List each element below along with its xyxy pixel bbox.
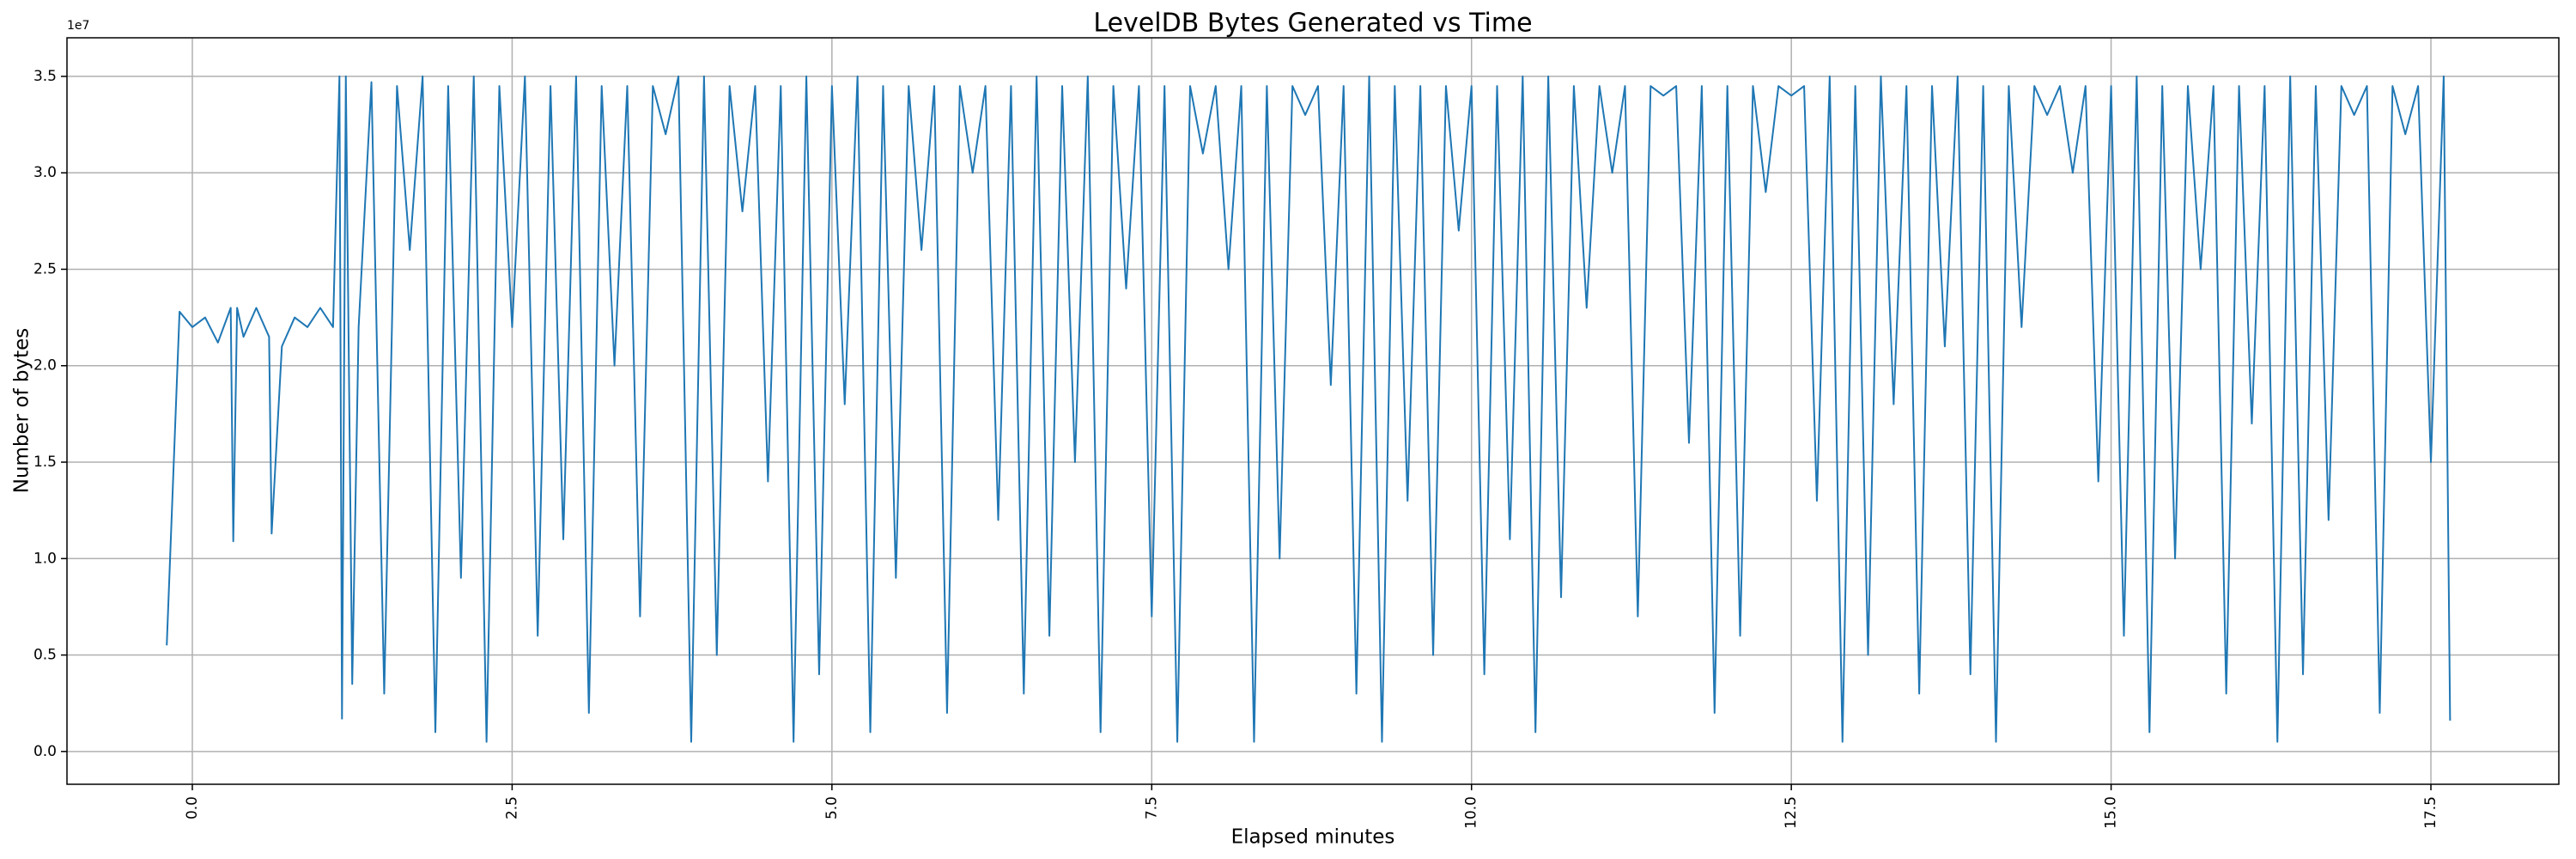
y-tick-label: 2.0 bbox=[33, 357, 57, 375]
chart-title: LevelDB Bytes Generated vs Time bbox=[1093, 9, 1532, 39]
x-tick-label: 10.0 bbox=[1463, 796, 1480, 829]
y-tick-label: 1.5 bbox=[33, 454, 57, 471]
y-tick-label: 3.0 bbox=[33, 164, 57, 181]
y-axis-label: Number of bytes bbox=[11, 328, 33, 494]
y-tick-label: 3.5 bbox=[33, 68, 57, 85]
x-tick-label: 7.5 bbox=[1143, 796, 1160, 819]
plot-frame bbox=[66, 37, 2560, 785]
y-tick-label: 1.0 bbox=[33, 550, 57, 567]
x-tick-label: 5.0 bbox=[823, 796, 841, 819]
data-line bbox=[166, 75, 2451, 743]
x-tick-label: 17.5 bbox=[2422, 796, 2439, 829]
x-tick-label: 12.5 bbox=[1783, 796, 1800, 829]
x-tick-label: 15.0 bbox=[2103, 796, 2120, 829]
y-offset-label: 1e7 bbox=[67, 19, 89, 33]
x-tick-label: 2.5 bbox=[503, 796, 520, 819]
y-tick-label: 0.0 bbox=[33, 743, 57, 760]
y-tick-label: 2.5 bbox=[33, 260, 57, 277]
x-tick-label: 0.0 bbox=[184, 796, 201, 819]
x-axis-label: Elapsed minutes bbox=[1231, 826, 1395, 849]
y-tick-label: 0.5 bbox=[33, 647, 57, 664]
